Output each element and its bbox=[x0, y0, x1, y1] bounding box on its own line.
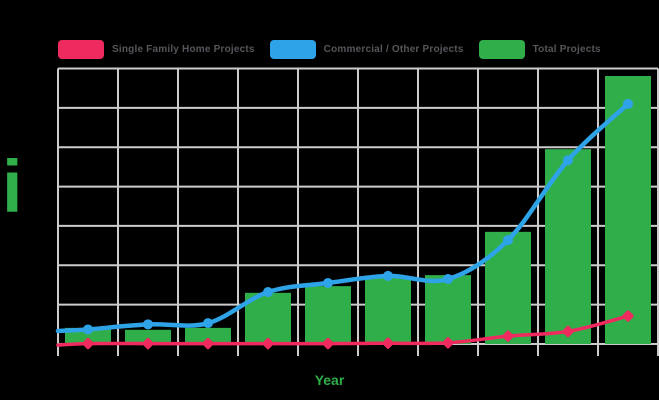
legend-item-total[interactable]: Total Projects bbox=[478, 39, 601, 59]
single-family-point[interactable] bbox=[442, 336, 455, 349]
legend-label-commercial: Commercial / Other Projects bbox=[323, 43, 464, 55]
single-family-point[interactable] bbox=[322, 337, 335, 350]
single-family-point[interactable] bbox=[622, 310, 635, 323]
single-family-point[interactable] bbox=[562, 325, 575, 338]
total-swatch-icon bbox=[478, 39, 525, 59]
total-projects-bar[interactable] bbox=[365, 277, 411, 344]
single-family-point[interactable] bbox=[82, 337, 95, 350]
legend-label-total: Total Projects bbox=[532, 43, 601, 55]
total-projects-bar[interactable] bbox=[485, 231, 531, 344]
legend-item-single-family[interactable]: Single Family Home Projects bbox=[58, 39, 255, 59]
single-family-point[interactable] bbox=[502, 330, 515, 343]
commercial-point[interactable] bbox=[443, 274, 453, 285]
commercial-point[interactable] bbox=[143, 319, 153, 330]
commercial-point[interactable] bbox=[503, 235, 513, 246]
legend-label-single-family: Single Family Home Projects bbox=[112, 43, 255, 55]
single-family-point[interactable] bbox=[202, 337, 215, 350]
single-family-point[interactable] bbox=[142, 337, 155, 350]
total-projects-bar[interactable] bbox=[185, 327, 231, 344]
commercial-point[interactable] bbox=[383, 270, 393, 281]
commercial-point[interactable] bbox=[83, 324, 93, 335]
legend-item-commercial[interactable]: Commercial / Other Projects bbox=[269, 39, 464, 59]
total-projects-bar[interactable] bbox=[125, 329, 171, 344]
commercial-point[interactable] bbox=[203, 318, 213, 329]
single-family-point[interactable] bbox=[262, 337, 275, 350]
single-family-point[interactable] bbox=[382, 337, 395, 350]
commercial-point[interactable] bbox=[623, 98, 633, 109]
commercial-point[interactable] bbox=[563, 155, 573, 166]
chart-legend: Single Family Home Projects Commercial /… bbox=[58, 39, 601, 59]
commercial-swatch-icon bbox=[269, 39, 316, 59]
y-axis-label: i bbox=[2, 145, 23, 228]
commercial-point[interactable] bbox=[263, 287, 273, 298]
total-projects-bar[interactable] bbox=[425, 275, 471, 344]
x-axis-label: Year bbox=[314, 372, 345, 388]
single-family-swatch-icon bbox=[58, 39, 104, 59]
commercial-line bbox=[55, 101, 631, 334]
commercial-point[interactable] bbox=[323, 277, 333, 288]
total-projects-bar[interactable] bbox=[605, 75, 651, 345]
total-projects-bar[interactable] bbox=[305, 286, 351, 344]
